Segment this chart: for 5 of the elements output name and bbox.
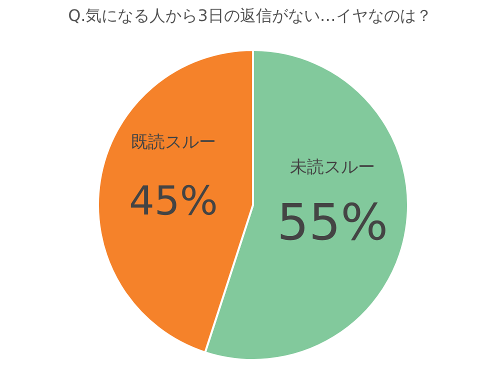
- slice-label: 既読スルー: [130, 132, 216, 152]
- data-label: 45%: [128, 178, 218, 224]
- chart-title: Q.気になる人から3日の返信がない…イヤなのは？: [67, 6, 433, 27]
- slice-label: 未読スルー: [290, 158, 376, 178]
- data-label: 55%: [277, 194, 388, 252]
